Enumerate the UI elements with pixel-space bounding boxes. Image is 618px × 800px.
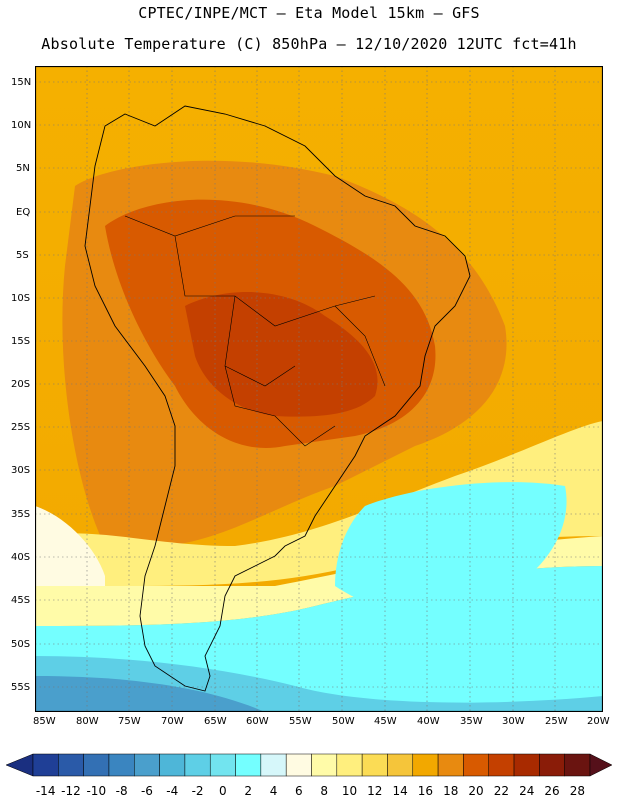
- colorbar-tick-label: -4: [166, 784, 179, 798]
- colorbar-swatch: [311, 753, 338, 777]
- lat-label: 15N: [11, 77, 32, 88]
- south-america-outline: [84, 105, 471, 692]
- colorbar-swatch: [83, 753, 110, 777]
- lat-label: 10N: [11, 120, 32, 131]
- lat-label: 50S: [11, 639, 31, 650]
- colorbar-tick-label: -6: [140, 784, 153, 798]
- lon-label: 50W: [332, 716, 355, 727]
- lat-label: 5N: [16, 163, 30, 174]
- colorbar-swatch: [336, 753, 363, 777]
- colorbar-swatch: [513, 753, 540, 777]
- lat-label: 30S: [11, 465, 31, 476]
- colorbar-swatch: [539, 753, 565, 777]
- lon-label: 35W: [460, 716, 483, 727]
- colorbar-swatch: [32, 753, 59, 777]
- colorbar-tick-label: -2: [191, 784, 204, 798]
- colorbar-swatch: [285, 753, 312, 777]
- colorbar: [5, 753, 613, 777]
- colorbar-tick-label: 24: [519, 784, 535, 798]
- colorbar-swatch: [387, 753, 414, 777]
- lat-label: 40S: [11, 552, 31, 563]
- colorbar-tick-label: 4: [269, 784, 278, 798]
- lat-label: 55S: [11, 682, 31, 693]
- colorbar-tick-label: 0: [219, 784, 227, 798]
- lat-label: 45S: [11, 595, 31, 606]
- colorbar-tick-label: 2: [244, 784, 253, 798]
- lat-label: EQ: [16, 207, 31, 218]
- colorbar-tick-label: 6: [295, 784, 303, 798]
- colorbar-swatch: [58, 753, 84, 777]
- colorbar-tick-label: 26: [544, 784, 560, 798]
- lon-label: 45W: [374, 716, 397, 727]
- colorbar-tick-label: 14: [392, 784, 408, 798]
- colorbar-swatch: [134, 753, 160, 777]
- lat-label: 20S: [11, 379, 31, 390]
- lon-label: 40W: [417, 716, 440, 727]
- colorbar-swatch: [361, 753, 388, 777]
- lon-label: 25W: [545, 716, 568, 727]
- colorbar-tick-label: 16: [417, 784, 434, 798]
- lat-label: 5S: [16, 250, 29, 261]
- lon-label: 70W: [161, 716, 184, 727]
- colorbar-swatch: [260, 753, 287, 777]
- colorbar-tick-label: -12: [61, 784, 81, 798]
- lon-label: 80W: [76, 716, 99, 727]
- colorbar-swatch: [235, 753, 262, 777]
- colorbar-swatch: [108, 753, 135, 777]
- colorbar-swatch: [488, 753, 515, 777]
- colorbar-tick-label: 22: [493, 784, 510, 798]
- colorbar-arrow-left: [5, 753, 34, 777]
- colorbar-tick-label: 18: [443, 784, 459, 798]
- colorbar-tick-label: 10: [341, 784, 358, 798]
- colorbar-tick-label: -8: [115, 784, 128, 798]
- temperature-map: [35, 66, 603, 712]
- colorbar-swatch: [412, 753, 439, 777]
- colorbar-tick-label: 28: [569, 784, 585, 798]
- colorbar-tick-label: 12: [367, 784, 383, 798]
- lon-label: 65W: [204, 716, 227, 727]
- lon-label: 55W: [289, 716, 312, 727]
- chart-subtitle: Absolute Temperature (C) 850hPa – 12/10/…: [41, 35, 577, 53]
- colorbar-tick-label: 20: [468, 784, 484, 798]
- colorbar-tick-label: 8: [320, 784, 328, 798]
- colorbar-tick-label: -14: [35, 784, 56, 798]
- colorbar-tick-label: -10: [86, 784, 107, 798]
- colorbar-swatch: [184, 753, 211, 777]
- lat-label: 35S: [11, 509, 31, 520]
- colorbar-arrow-right: [589, 753, 613, 777]
- colorbar-swatch: [564, 753, 591, 777]
- lat-label: 10S: [11, 293, 31, 304]
- lat-label: 25S: [11, 422, 31, 433]
- colorbar-swatch: [463, 753, 489, 777]
- lat-label: 15S: [11, 336, 31, 347]
- lon-label: 60W: [246, 716, 269, 727]
- colorbar-swatch: [209, 753, 236, 777]
- colorbar-swatch: [437, 753, 464, 777]
- lon-label: 75W: [118, 716, 141, 727]
- chart-title: CPTEC/INPE/MCT – Eta Model 15km – GFS: [138, 4, 480, 22]
- lon-label: 30W: [502, 716, 525, 727]
- colorbar-swatch: [159, 753, 186, 777]
- lon-label: 20W: [587, 716, 610, 727]
- lon-label: 85W: [33, 716, 56, 727]
